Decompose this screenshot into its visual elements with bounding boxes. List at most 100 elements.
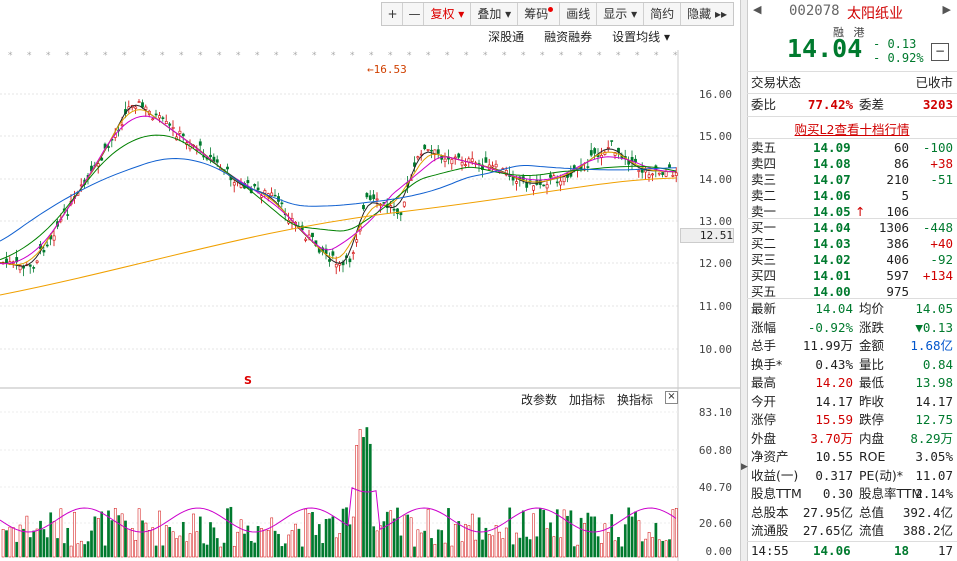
- huaxian-button[interactable]: 画线: [560, 3, 598, 25]
- ask-row[interactable]: 卖五 14.09 60 -100: [747, 140, 957, 156]
- event-marker-icon: *: [559, 51, 564, 61]
- volume-bar: [552, 536, 556, 558]
- ask-row[interactable]: 卖一 14.05 ↑ 106: [747, 204, 957, 220]
- volume-bar: [15, 541, 19, 558]
- next-stock-icon[interactable]: ▶: [942, 3, 951, 16]
- chouma-button[interactable]: 筹码: [518, 3, 561, 25]
- shengutong-link[interactable]: 深股通: [488, 30, 525, 44]
- bid-row[interactable]: 买四 14.01 597 +134: [747, 268, 957, 284]
- xianshi-dropdown[interactable]: 显示 ▾: [597, 3, 645, 25]
- bid-row[interactable]: 买五 14.00 975: [747, 284, 957, 300]
- volume-bar: [175, 538, 178, 558]
- volume-bar: [409, 517, 413, 558]
- remove-watchlist-button[interactable]: −: [931, 43, 949, 61]
- event-marker-icon: *: [274, 51, 279, 61]
- volume-bar: [113, 508, 117, 558]
- indicator-bar: 改参数 加指标 换指标 ×: [521, 391, 678, 408]
- zoom-in-button[interactable]: +: [382, 3, 404, 25]
- volume-bar: [348, 524, 352, 558]
- divider: [747, 116, 957, 117]
- yincang-button[interactable]: 隐藏 ▸▸: [681, 3, 733, 25]
- volume-bar: [1, 529, 5, 558]
- volume-bar: [504, 527, 508, 558]
- jianyue-button[interactable]: 简约: [644, 3, 682, 25]
- candle-body: [423, 144, 427, 150]
- volume-bar: [22, 528, 25, 558]
- price-axis-label: 16.00: [698, 88, 732, 101]
- stat-value: 8.29万: [910, 430, 953, 446]
- volume-bar: [487, 534, 491, 558]
- zoom-out-button[interactable]: —: [403, 3, 425, 25]
- switch-indicator-button[interactable]: 换指标: [616, 393, 653, 407]
- event-marker-icon: *: [407, 51, 412, 61]
- volume-bar: [304, 508, 308, 558]
- volume-bar: [283, 543, 287, 558]
- volume-bar: [535, 536, 539, 558]
- volume-bar: [45, 537, 49, 558]
- event-marker-icon: *: [540, 51, 545, 61]
- stat-value: 14.17: [815, 393, 853, 409]
- kline-chart-svg[interactable]: * * * * * * * * * * * * * * * * * * * * * * * * * * * * * * * * * * * *: [0, 0, 740, 561]
- event-marker-icon: *: [350, 51, 355, 61]
- volume-bar: [382, 521, 386, 558]
- panel-collapse-handle[interactable]: ▶: [740, 0, 748, 561]
- chevron-down-icon: ▾: [631, 7, 638, 21]
- ask-row[interactable]: 卖三 14.07 210 -51: [747, 172, 957, 188]
- prev-stock-icon[interactable]: ◀: [753, 3, 762, 16]
- rongzirongquan-link[interactable]: 融资融券: [544, 30, 593, 44]
- moving-average-line: [0, 157, 677, 242]
- volume-bar: [334, 537, 338, 558]
- volume-bar: [202, 543, 206, 558]
- stat-value: 0.43%: [815, 356, 853, 372]
- stat-label: PE(动)*: [859, 467, 903, 483]
- stat-value: 14.05: [915, 301, 953, 316]
- change-percent: - 0.92%: [873, 51, 924, 65]
- add-indicator-button[interactable]: 加指标: [568, 393, 605, 407]
- diejia-dropdown[interactable]: 叠加 ▾: [471, 3, 519, 25]
- candle-body: [515, 181, 518, 184]
- candle-body: [280, 202, 284, 205]
- volume-bar: [430, 538, 433, 558]
- stat-label: 股息率TTM: [859, 486, 923, 501]
- price-axis-label: 14.00: [698, 173, 732, 186]
- candle-body: [120, 124, 124, 127]
- stock-name[interactable]: 太阳纸业: [847, 6, 903, 22]
- volume-bar: [515, 532, 518, 558]
- moving-average-line: [0, 109, 677, 266]
- candle-body: [402, 201, 406, 207]
- level-label: 卖二: [751, 188, 777, 203]
- volume-bar: [402, 514, 406, 558]
- kline-chart-area[interactable]: * * * * * * * * * * * * * * * * * * * * * * * * * * * * * * * * * * * * + —…: [0, 0, 740, 561]
- close-indicator-icon[interactable]: ×: [665, 391, 678, 404]
- volume-bar: [151, 527, 155, 558]
- bid-row[interactable]: 买二 14.03 386 +40: [747, 236, 957, 252]
- fuquan-dropdown[interactable]: 复权 ▾: [424, 3, 472, 25]
- volume-bar: [440, 530, 444, 558]
- set-ma-dropdown[interactable]: 设置均线 ▾: [612, 28, 670, 45]
- candle-body: [246, 180, 250, 184]
- event-marker-icon: *: [521, 51, 526, 61]
- bid-row[interactable]: 买三 14.02 406 -92: [747, 252, 957, 268]
- buy-l2-link[interactable]: 购买L2查看十档行情: [794, 122, 910, 137]
- candle-body: [331, 251, 335, 256]
- volume-bar: [317, 524, 321, 558]
- tick-row: 14:55 14.06 18 17: [747, 542, 957, 560]
- volume-bar: [168, 527, 172, 558]
- ask-row[interactable]: 卖四 14.08 86 +38: [747, 156, 957, 172]
- volume-bar: [494, 525, 498, 558]
- bid-row[interactable]: 买一 14.04 1306 -448: [747, 220, 957, 236]
- candle-body: [362, 205, 365, 210]
- change-param-button[interactable]: 改参数: [520, 393, 557, 407]
- volume-bar: [11, 527, 15, 558]
- stats-row: 股息TTM 0.30 股息率TTM 2.14%: [747, 485, 957, 503]
- event-marker-icon: *: [65, 51, 70, 61]
- volume-bar: [83, 544, 87, 558]
- level-volume: 406: [886, 252, 909, 267]
- level-price: 14.07: [813, 172, 851, 187]
- ask-row[interactable]: 卖二 14.06 5: [747, 188, 957, 204]
- level-change: -51: [930, 172, 953, 187]
- candle-body: [668, 164, 671, 169]
- volume-bar: [467, 525, 471, 558]
- stats-row: 收益(一) 0.317 PE(动)* 11.07: [747, 467, 957, 485]
- volume-bar: [630, 516, 634, 558]
